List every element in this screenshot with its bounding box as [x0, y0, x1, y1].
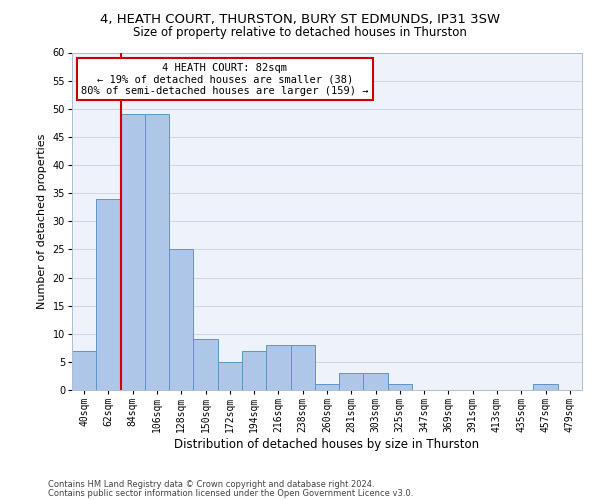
X-axis label: Distribution of detached houses by size in Thurston: Distribution of detached houses by size …: [175, 438, 479, 451]
Text: 4 HEATH COURT: 82sqm
← 19% of detached houses are smaller (38)
80% of semi-detac: 4 HEATH COURT: 82sqm ← 19% of detached h…: [81, 62, 369, 96]
Bar: [121, 114, 145, 390]
Bar: [145, 114, 169, 390]
Bar: [339, 373, 364, 390]
Bar: [96, 198, 121, 390]
Bar: [290, 345, 315, 390]
Text: Size of property relative to detached houses in Thurston: Size of property relative to detached ho…: [133, 26, 467, 39]
Bar: [169, 250, 193, 390]
Bar: [72, 350, 96, 390]
Y-axis label: Number of detached properties: Number of detached properties: [37, 134, 47, 309]
Bar: [242, 350, 266, 390]
Bar: [266, 345, 290, 390]
Bar: [364, 373, 388, 390]
Text: 4, HEATH COURT, THURSTON, BURY ST EDMUNDS, IP31 3SW: 4, HEATH COURT, THURSTON, BURY ST EDMUND…: [100, 12, 500, 26]
Text: Contains public sector information licensed under the Open Government Licence v3: Contains public sector information licen…: [48, 489, 413, 498]
Bar: [533, 384, 558, 390]
Bar: [388, 384, 412, 390]
Bar: [193, 340, 218, 390]
Bar: [315, 384, 339, 390]
Bar: [218, 362, 242, 390]
Text: Contains HM Land Registry data © Crown copyright and database right 2024.: Contains HM Land Registry data © Crown c…: [48, 480, 374, 489]
